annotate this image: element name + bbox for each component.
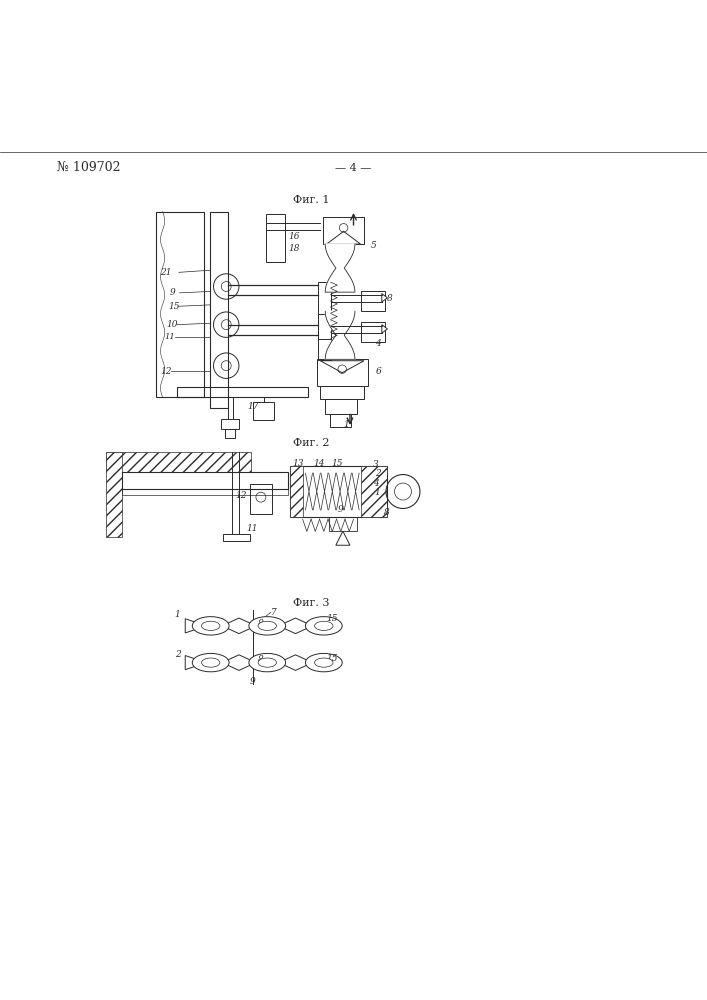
Bar xyxy=(225,429,235,438)
Text: 8: 8 xyxy=(258,655,264,664)
Bar xyxy=(318,282,331,339)
Text: 2: 2 xyxy=(375,469,380,478)
Bar xyxy=(290,466,387,517)
Text: 14: 14 xyxy=(313,459,325,468)
Bar xyxy=(329,517,357,531)
Bar xyxy=(122,472,288,489)
Polygon shape xyxy=(382,294,387,302)
Polygon shape xyxy=(325,311,355,359)
Ellipse shape xyxy=(249,617,286,635)
Bar xyxy=(325,399,357,414)
Text: Фиг. 2: Фиг. 2 xyxy=(293,438,329,448)
Bar xyxy=(266,214,285,262)
Polygon shape xyxy=(222,618,256,634)
Polygon shape xyxy=(222,655,256,670)
Ellipse shape xyxy=(201,658,220,667)
Text: 8: 8 xyxy=(384,508,390,517)
Polygon shape xyxy=(279,618,312,634)
Text: 2: 2 xyxy=(175,650,180,659)
Text: Фиг. 1: Фиг. 1 xyxy=(293,195,329,205)
Ellipse shape xyxy=(249,653,286,672)
Ellipse shape xyxy=(201,621,220,630)
Text: 8: 8 xyxy=(387,294,392,303)
Bar xyxy=(318,314,331,360)
Ellipse shape xyxy=(315,658,333,667)
Polygon shape xyxy=(279,655,312,670)
Text: 5: 5 xyxy=(371,241,377,250)
Text: 13: 13 xyxy=(292,459,303,468)
Text: 11: 11 xyxy=(246,524,257,533)
Text: 9: 9 xyxy=(250,677,255,686)
Polygon shape xyxy=(336,531,350,545)
Polygon shape xyxy=(327,231,361,244)
Bar xyxy=(221,419,239,429)
Bar xyxy=(106,452,122,537)
Text: 15: 15 xyxy=(331,459,342,468)
Text: 10: 10 xyxy=(167,320,178,329)
Ellipse shape xyxy=(258,658,276,667)
Text: 17: 17 xyxy=(247,402,259,411)
Polygon shape xyxy=(185,656,206,670)
Text: 7: 7 xyxy=(271,608,276,617)
Bar xyxy=(320,386,364,399)
Text: 9: 9 xyxy=(170,288,175,297)
Text: 16: 16 xyxy=(288,232,300,241)
Bar xyxy=(156,212,204,397)
Text: 9: 9 xyxy=(338,505,344,514)
Polygon shape xyxy=(185,619,206,633)
Text: 3: 3 xyxy=(373,460,378,469)
Bar xyxy=(106,452,251,472)
Bar xyxy=(330,414,351,427)
Text: 18: 18 xyxy=(288,244,300,253)
Text: 12: 12 xyxy=(235,491,247,500)
Text: 15: 15 xyxy=(168,302,180,311)
Bar xyxy=(210,212,228,408)
Text: 1: 1 xyxy=(375,488,380,497)
Ellipse shape xyxy=(192,653,229,672)
Ellipse shape xyxy=(192,617,229,635)
Bar xyxy=(361,322,385,342)
Polygon shape xyxy=(325,244,355,292)
Bar xyxy=(361,466,387,517)
Text: 4: 4 xyxy=(373,479,379,488)
Bar xyxy=(361,291,385,311)
Bar xyxy=(250,484,272,514)
Ellipse shape xyxy=(315,621,333,630)
Bar xyxy=(317,359,368,386)
Text: 12: 12 xyxy=(160,367,172,376)
Bar xyxy=(323,217,364,244)
Bar xyxy=(122,489,288,495)
Bar xyxy=(253,402,274,420)
Bar xyxy=(290,466,303,517)
Text: № 109702: № 109702 xyxy=(57,161,120,174)
Text: — 4 —: — 4 — xyxy=(335,163,372,173)
Text: 21: 21 xyxy=(160,268,172,277)
Text: 6: 6 xyxy=(376,367,382,376)
Ellipse shape xyxy=(258,621,276,630)
Text: 11: 11 xyxy=(165,333,175,341)
Text: 15: 15 xyxy=(327,614,338,623)
Polygon shape xyxy=(320,361,364,373)
Polygon shape xyxy=(382,325,387,333)
Ellipse shape xyxy=(305,617,342,635)
Text: 4: 4 xyxy=(375,339,380,348)
Text: 8: 8 xyxy=(258,619,264,628)
Bar xyxy=(177,387,308,397)
Bar xyxy=(223,534,250,541)
Text: 1: 1 xyxy=(175,610,180,619)
Text: 1: 1 xyxy=(344,420,349,429)
Text: Фиг. 3: Фиг. 3 xyxy=(293,598,329,608)
Ellipse shape xyxy=(305,653,342,672)
Text: 15: 15 xyxy=(327,654,338,663)
